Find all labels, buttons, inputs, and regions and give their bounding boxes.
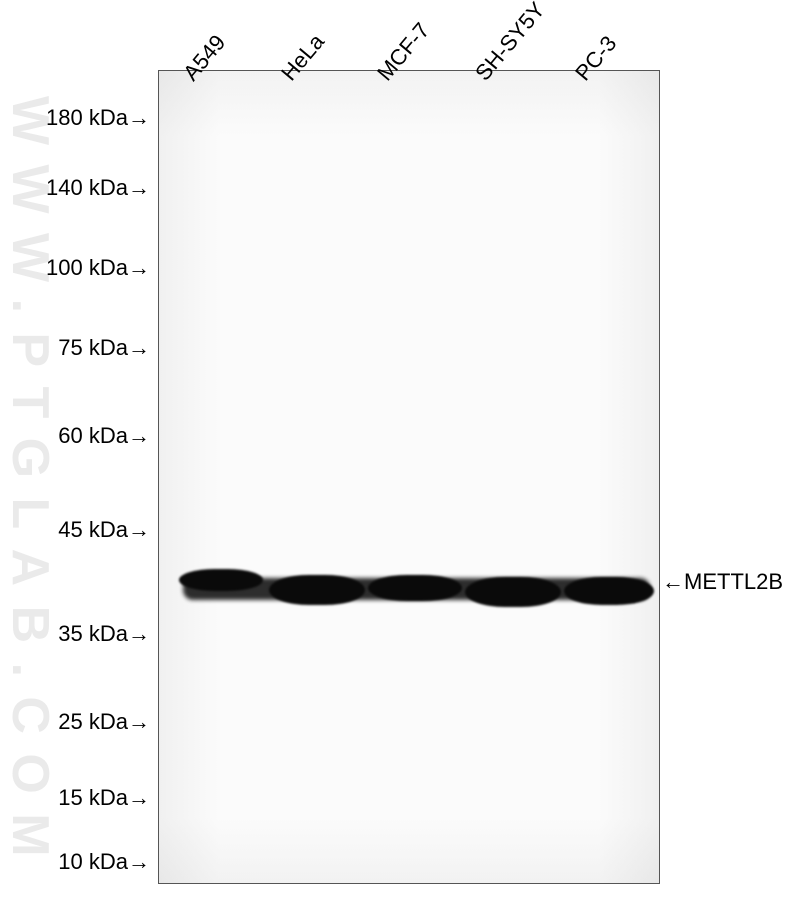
marker-label: 35 kDa→: [0, 621, 150, 647]
target-name: METTL2B: [684, 569, 783, 594]
figure-canvas: WWW.PTGLAB.COM 180 kDa→ 140 kDa→ 100 kDa→ 7…: [0, 0, 800, 903]
band: [179, 569, 263, 591]
marker-label: 180 kDa→: [0, 105, 150, 131]
blot-background: [159, 71, 659, 883]
marker-label: 140 kDa→: [0, 175, 150, 201]
band: [368, 575, 462, 601]
marker-label: 60 kDa→: [0, 423, 150, 449]
blot-membrane: [158, 70, 660, 884]
marker-label: 15 kDa→: [0, 785, 150, 811]
band: [465, 577, 561, 607]
band: [269, 575, 365, 605]
band: [564, 577, 654, 605]
marker-label: 25 kDa→: [0, 709, 150, 735]
watermark-text: WWW.PTGLAB.COM: [0, 96, 60, 876]
target-label: ←METTL2B: [662, 569, 783, 595]
marker-label: 10 kDa→: [0, 849, 150, 875]
marker-label: 100 kDa→: [0, 255, 150, 281]
marker-label: 45 kDa→: [0, 517, 150, 543]
marker-label: 75 kDa→: [0, 335, 150, 361]
